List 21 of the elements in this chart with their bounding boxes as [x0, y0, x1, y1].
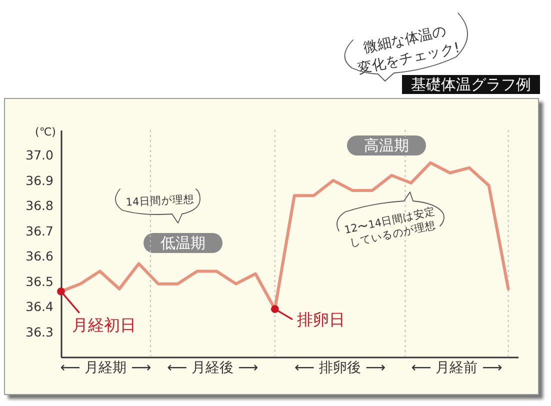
annotation: 14日間が理想	[125, 192, 194, 209]
y-axis-title: (℃)	[35, 126, 56, 138]
annotation: 月経初日	[72, 315, 136, 334]
y-tick-label: 37.0	[26, 148, 54, 163]
y-tick-label: 36.8	[26, 198, 54, 214]
y-tick-label: 36.7	[26, 223, 54, 238]
annotation: 低温期	[160, 234, 206, 252]
y-tick-label: 36.4	[26, 299, 54, 314]
chart-subtitle: 微細な体温の 変化をチェック!	[356, 23, 462, 78]
chart-title: 基礎体温グラフ例	[411, 76, 531, 94]
text: ⟵ 月経前 ⟶	[411, 360, 502, 376]
y-tick-label: 36.5	[26, 274, 54, 289]
y-tick-label: 36.9	[26, 172, 54, 188]
annotation: 12〜14日間は安定 しているのが理想	[343, 204, 438, 250]
text: ⟵ 排卵後 ⟶	[294, 360, 386, 376]
annotation: 排卵日	[296, 310, 345, 330]
text: ⟵ 月経後 ⟶	[167, 360, 258, 376]
annotation: 高温期	[364, 136, 409, 154]
y-tick-label: 36.6	[26, 248, 54, 264]
text: ⟵ 月経期 ⟶	[60, 360, 152, 376]
y-tick-label: 36.3	[26, 324, 54, 340]
